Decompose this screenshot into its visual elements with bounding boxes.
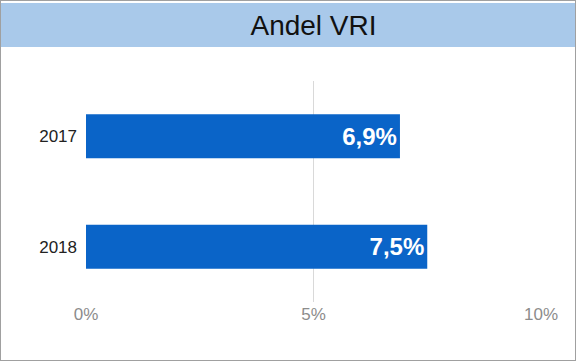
svg-text:5%: 5% [301,305,326,324]
svg-text:10%: 10% [524,305,558,324]
svg-text:0%: 0% [74,305,99,324]
svg-text:Andel VRI: Andel VRI [250,10,376,41]
svg-text:6,9%: 6,9% [342,123,397,150]
svg-text:2018: 2018 [39,238,77,257]
svg-text:2017: 2017 [39,127,77,146]
svg-text:7,5%: 7,5% [370,233,425,260]
